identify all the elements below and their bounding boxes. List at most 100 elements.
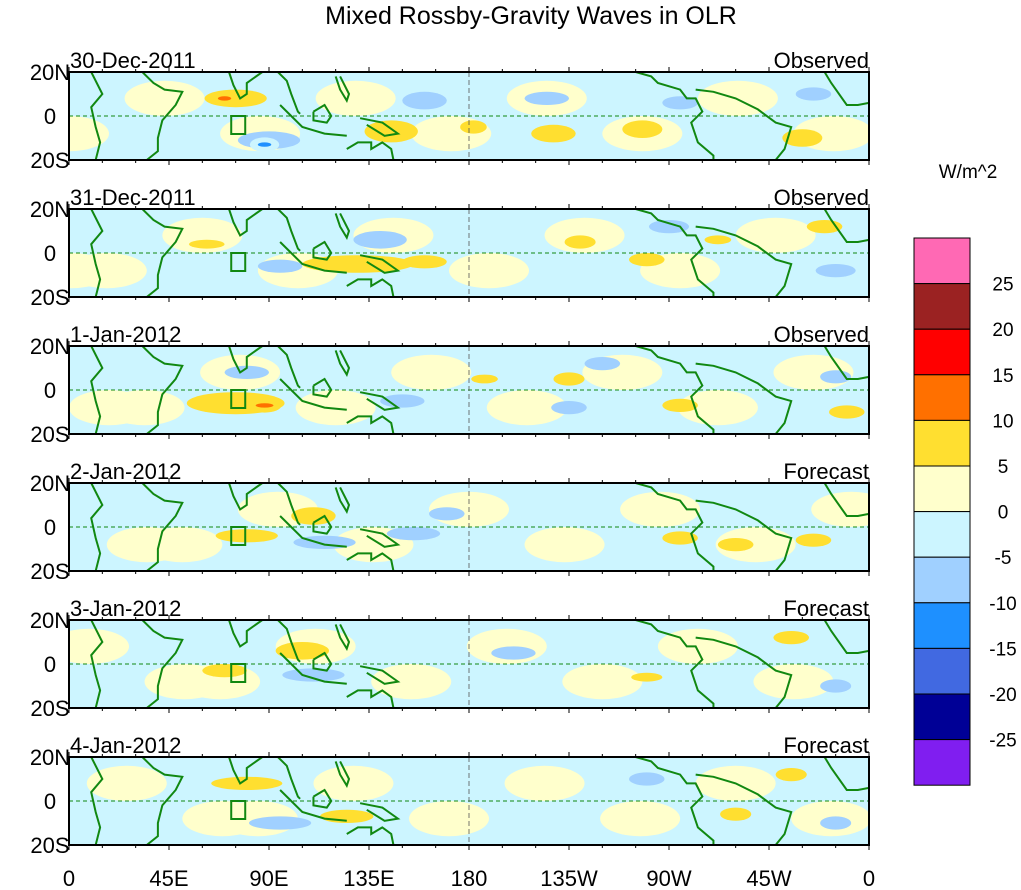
lat-label: 0: [44, 241, 56, 266]
coastline: [346, 689, 395, 708]
anomaly-contour: [820, 370, 852, 384]
lat-label: 20N: [30, 745, 70, 770]
colorbar-label: 15: [992, 366, 1013, 387]
anomaly-contour: [429, 507, 465, 521]
lon-label: 45E: [149, 866, 188, 890]
panel-date: 4-Jan-2012: [70, 733, 181, 758]
anomaly-contour: [402, 91, 447, 110]
anomaly-contour: [257, 259, 303, 273]
coastline: [695, 88, 793, 160]
anomaly-contour: [275, 642, 330, 660]
lat-label: 20N: [30, 197, 70, 222]
coastline: [312, 651, 333, 672]
coastline: [359, 117, 401, 137]
anomaly-contour: [460, 120, 487, 134]
lat-label: 0: [44, 515, 56, 540]
lat-label: 20N: [30, 471, 70, 496]
colorbar-swatch: [913, 693, 971, 741]
coastline: [279, 378, 347, 411]
coastline: [635, 72, 715, 160]
lon-label: 180: [451, 866, 488, 890]
coastline: [823, 346, 869, 380]
colorbar-label: -25: [989, 731, 1016, 752]
panel-kind: Forecast: [783, 596, 869, 621]
coastline: [334, 623, 351, 651]
anomaly-contour: [282, 668, 345, 682]
anomaly-contour: [486, 390, 567, 426]
colorbar-swatch: [913, 237, 971, 285]
coastline: [334, 75, 351, 103]
anomaly-contour: [775, 768, 807, 782]
coastline: [277, 483, 301, 526]
anomaly-contour: [69, 628, 129, 664]
lat-label: 20S: [30, 148, 69, 173]
panel-date: 31-Dec-2011: [70, 185, 196, 210]
anomaly-contour: [491, 646, 536, 660]
anomaly-contour: [773, 631, 809, 645]
lon-label: 135E: [343, 866, 394, 890]
panel-kind: Observed: [774, 322, 869, 347]
longitude-labels: 0 45E 90E 135E 180 135W 90W 45W 0: [63, 866, 875, 890]
colorbar-label: -15: [989, 639, 1016, 660]
lat-label: 20S: [30, 285, 69, 310]
coastline: [359, 391, 401, 411]
panel-kind: Forecast: [783, 733, 869, 758]
map-panel: 20N 0 20S 4-Jan-2012 Forecast: [30, 733, 870, 858]
coastline: [279, 789, 347, 822]
lat-label: 0: [44, 104, 56, 129]
anomaly-contour: [704, 235, 732, 245]
anomaly-contour: [257, 142, 272, 147]
anomaly-contour: [524, 527, 605, 563]
lat-label: 20S: [30, 833, 69, 858]
anomaly-contour: [631, 672, 663, 682]
coastline: [228, 483, 263, 511]
coastline: [228, 72, 263, 100]
coastline: [359, 528, 401, 548]
lon-label: 135W: [540, 866, 598, 890]
coastline: [346, 552, 395, 571]
coastline: [277, 757, 301, 800]
colorbar-swatch: [913, 283, 971, 330]
panel-kind: Observed: [774, 48, 869, 73]
coastline: [346, 415, 395, 434]
coastline: [279, 515, 347, 548]
anomaly-contour: [69, 116, 109, 152]
anomaly-contour: [715, 527, 796, 563]
colorbar-swatch: [913, 602, 971, 649]
anomaly-contour: [811, 491, 869, 527]
coastline: [334, 486, 351, 514]
coastline: [279, 104, 347, 137]
colorbar-swatch: [913, 556, 971, 604]
coastline: [695, 636, 793, 708]
colorbar-label: 20: [992, 320, 1013, 341]
coastline: [823, 209, 869, 243]
anomaly-contour: [735, 217, 816, 253]
coastline: [346, 141, 395, 160]
coastline: [635, 757, 715, 845]
coastline: [141, 620, 184, 708]
coastline: [635, 346, 715, 434]
anomaly-contour: [553, 372, 585, 386]
coastline: [695, 773, 793, 845]
panel-date: 3-Jan-2012: [70, 596, 181, 621]
coastline: [359, 802, 401, 822]
colorbar-label: -20: [989, 685, 1016, 706]
anomaly-contour: [182, 801, 263, 837]
anomaly-contour: [629, 253, 665, 267]
coastline: [695, 362, 793, 434]
anomaly-contour: [662, 96, 698, 110]
anomaly-contour: [313, 765, 394, 802]
anomaly-contour: [255, 403, 274, 408]
map-panel: 20N 0 20S 3-Jan-2012 Forecast: [30, 596, 870, 721]
coastline: [90, 72, 104, 160]
anomaly-contour: [622, 120, 663, 138]
anomaly-contour: [504, 765, 585, 802]
panel-kind: Forecast: [783, 459, 869, 484]
anomaly-contour: [584, 357, 621, 371]
coastline: [312, 103, 333, 124]
coastline: [334, 212, 351, 240]
anomaly-contour: [600, 801, 681, 837]
